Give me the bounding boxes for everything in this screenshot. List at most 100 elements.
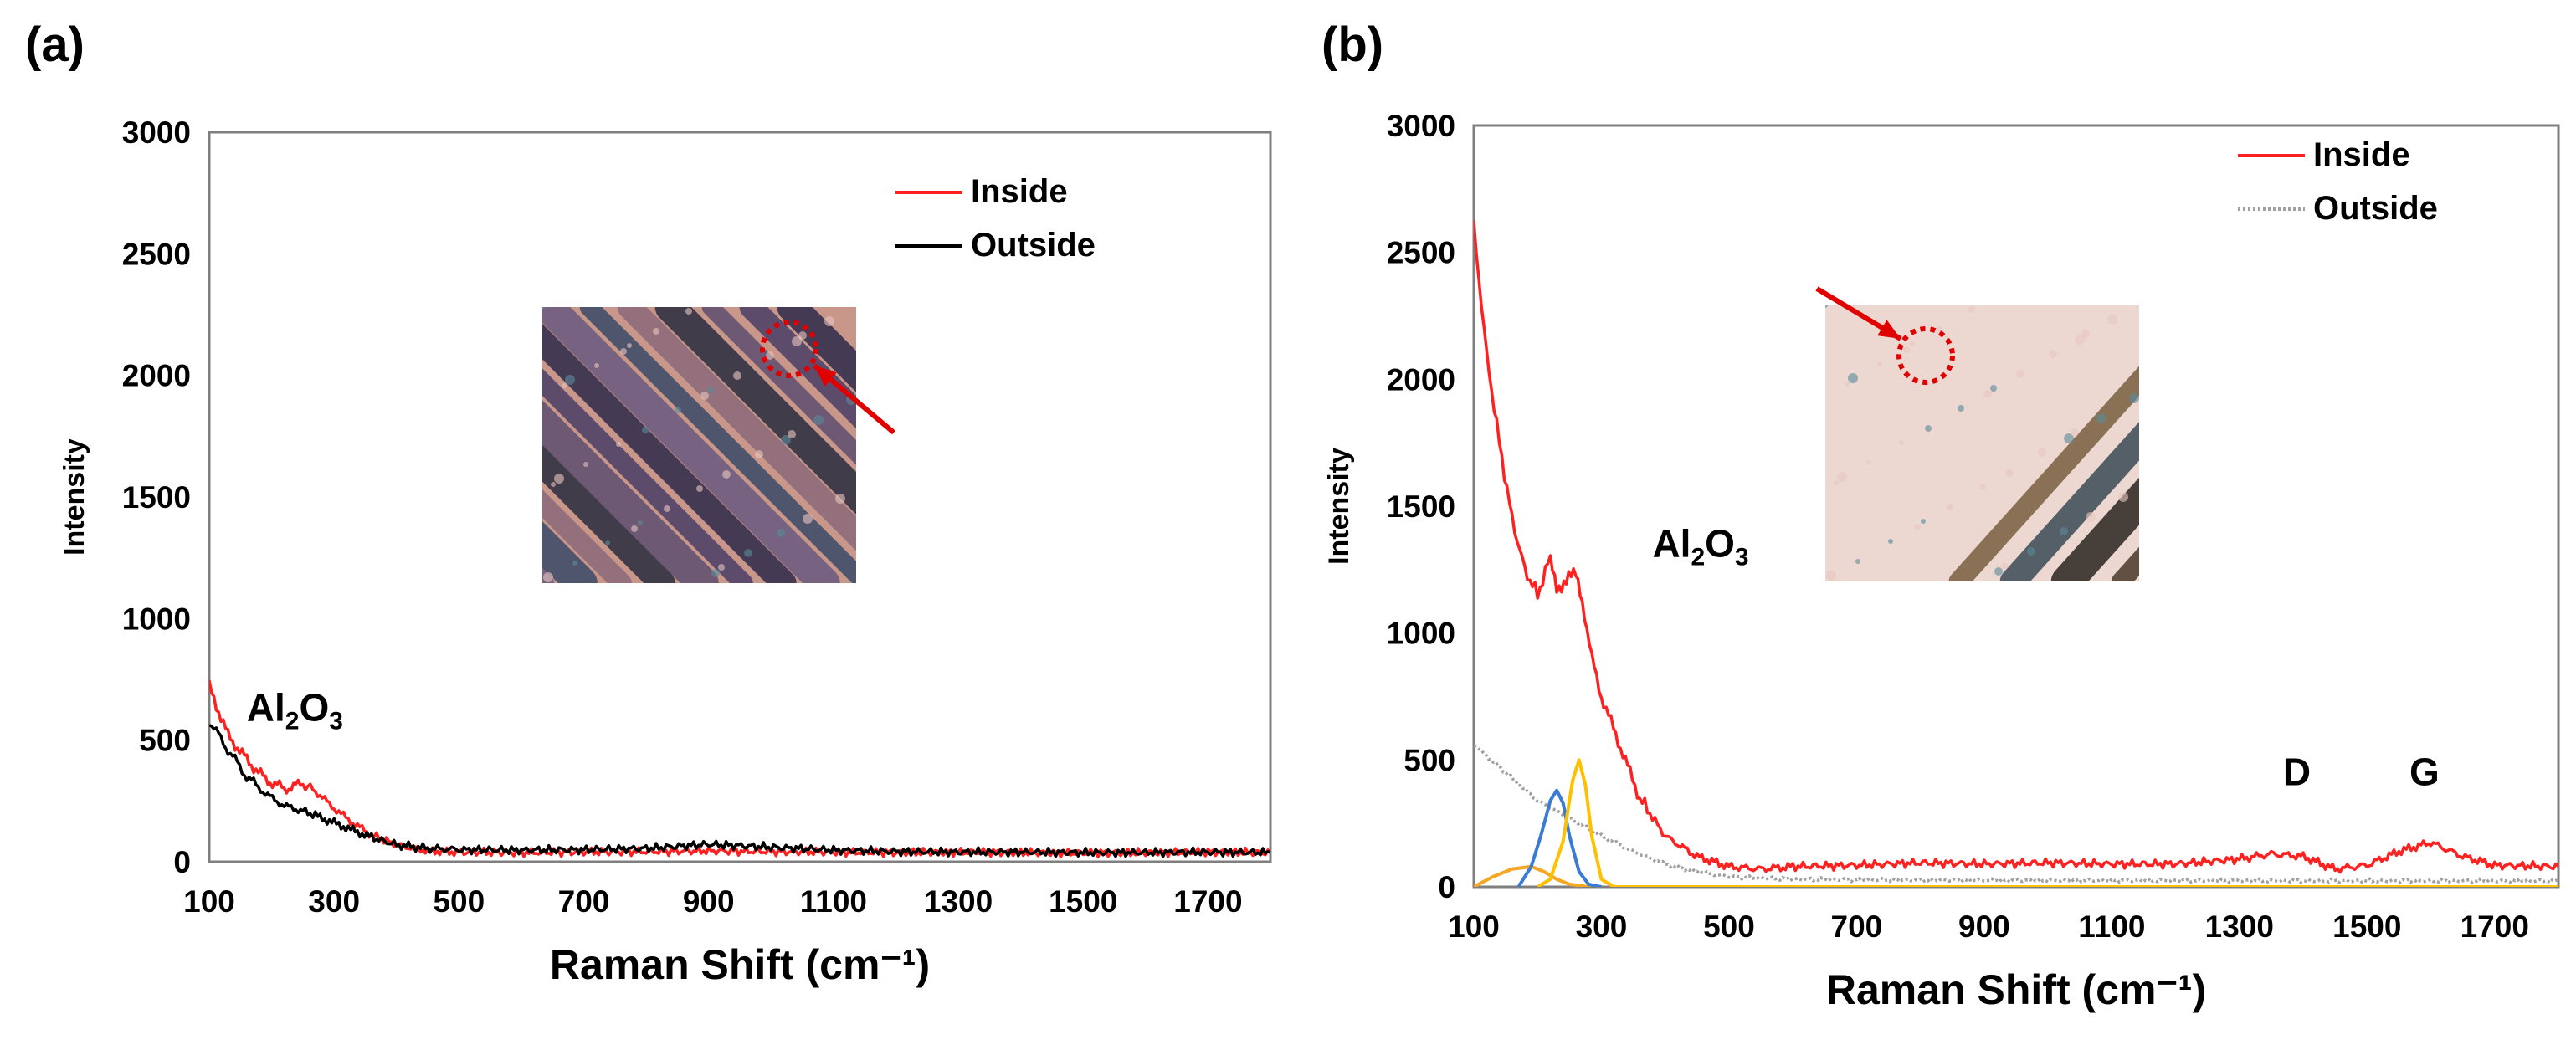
y-tick-label: 3000 (122, 115, 191, 150)
y-tick-label: 1500 (122, 480, 191, 515)
inset-speckle (718, 564, 725, 571)
x-tick-label: 300 (308, 884, 360, 919)
inset-speckle (620, 348, 627, 355)
inset-streak (579, 307, 856, 583)
inset-speckle (1903, 346, 1910, 353)
inset-speckle (562, 383, 567, 388)
inset-speckle (2016, 370, 2024, 378)
inset-speckle (2086, 512, 2096, 522)
series-line-outside (209, 724, 1270, 858)
inset-speckle (594, 363, 599, 368)
inset-speckle (2129, 393, 2139, 403)
inset-speckle (1845, 382, 1850, 387)
x-tick-label: 1100 (800, 884, 867, 919)
inset-speckle (1899, 440, 1904, 445)
inset-speckle (1837, 472, 1847, 482)
inset-speckle (755, 450, 763, 458)
y-tick-label: 2000 (122, 359, 191, 393)
inset-speckle (1979, 484, 1986, 490)
y-tick-label: 3000 (1387, 109, 1455, 143)
chart-a-svg: 0 500 1000 1500 2000 2500 3000 100 300 500 700 900 1… (59, 115, 1272, 988)
inset-speckle (722, 470, 731, 479)
y-axis-label: Intensity (59, 438, 90, 556)
x-tick-label: 100 (1448, 909, 1500, 944)
inset-speckle (565, 375, 575, 385)
inset-speckle (1921, 519, 1926, 524)
inset-streak (1999, 422, 2139, 581)
x-tick-label: 1700 (1173, 884, 1242, 919)
inset-speckle (664, 505, 670, 512)
inset-speckle (2064, 433, 2074, 443)
inset-streak (701, 307, 856, 465)
inset-streak (2050, 477, 2139, 581)
inset-speckle (2005, 469, 2014, 477)
legend-label-outside: Outside (2313, 190, 2438, 227)
inset-streak (654, 307, 856, 515)
inset-speckle (554, 474, 564, 484)
y-tick-label: 0 (173, 845, 191, 879)
inset-speckle (631, 525, 638, 532)
inset-speckle (813, 415, 824, 425)
inset-streak (777, 307, 856, 392)
inset-speckle (2075, 335, 2085, 345)
inset-speckle (1866, 460, 1871, 465)
inset-speckle (2071, 428, 2079, 437)
x-tick-label: 100 (183, 884, 235, 919)
inset-speckle (766, 351, 774, 360)
inset-speckle (1877, 361, 1882, 366)
inset-speckle (1990, 385, 1997, 392)
legend-label-inside: Inside (971, 173, 1068, 210)
inset-streak (739, 307, 856, 429)
x-tick-label: 500 (1703, 909, 1755, 944)
x-tick-label: 1500 (2332, 909, 2401, 944)
inset-speckle (788, 430, 796, 438)
inset-streak (1948, 366, 2139, 581)
inset-micrograph (1815, 286, 2139, 581)
y-tick-label: 2000 (1387, 362, 1455, 397)
inset-speckle (638, 520, 643, 525)
inset-streak (542, 307, 840, 583)
inset-speckle (642, 427, 649, 433)
inset-streak (542, 489, 632, 583)
series-group (1474, 220, 2558, 887)
annotation-band-g: G (2409, 750, 2440, 794)
inset-speckle (1826, 571, 1836, 581)
y-tick-label: 1000 (1387, 617, 1455, 651)
x-tick-label: 1100 (2078, 909, 2145, 944)
inset-speckle (824, 316, 834, 326)
inset-arrow-head (1877, 320, 1901, 339)
panel-label-a: (a) (25, 18, 85, 72)
legend-label-outside: Outside (971, 227, 1096, 264)
inset-streak (542, 324, 797, 583)
inset-speckle (1855, 559, 1860, 564)
inset-speckle (572, 561, 577, 566)
inset-speckle (711, 569, 720, 577)
x-tick-label: 500 (433, 884, 485, 919)
legend-label-inside: Inside (2313, 136, 2410, 173)
inset-speckle (1925, 425, 1932, 432)
x-tick-label: 700 (558, 884, 610, 919)
inset-speckle (707, 387, 714, 393)
inset-speckle (542, 307, 545, 310)
y-tick-label: 0 (1438, 870, 1455, 904)
inset-speckle (733, 371, 741, 380)
inset-speckle (1958, 405, 1964, 412)
inset-speckle (583, 462, 588, 467)
inset-speckle (685, 308, 692, 315)
inset-speckle (605, 540, 610, 545)
annotation-al2o3: Al2O3 (247, 685, 343, 735)
x-axis-label: Raman Shift (cm⁻¹) (1826, 966, 2206, 1013)
inset-arrow-head (814, 366, 837, 387)
series-group (209, 679, 1270, 859)
inset-speckle (1994, 567, 2003, 576)
inset-speckle (744, 549, 752, 557)
chart-b-svg: 0 500 1000 1500 2000 2500 3000 100 300 500 700 900 1… (1323, 109, 2560, 1013)
inset-speckle (1968, 306, 1975, 313)
inset-speckle (1914, 524, 1921, 530)
y-axis-label: Intensity (1323, 448, 1355, 565)
inset-circle-marker (1896, 326, 1955, 385)
x-tick-label: 700 (1831, 909, 1883, 944)
panel-label-b: (b) (1321, 18, 1384, 72)
inset-speckle (1888, 539, 1893, 544)
series-line-fit-peak-2 (1516, 788, 1602, 887)
